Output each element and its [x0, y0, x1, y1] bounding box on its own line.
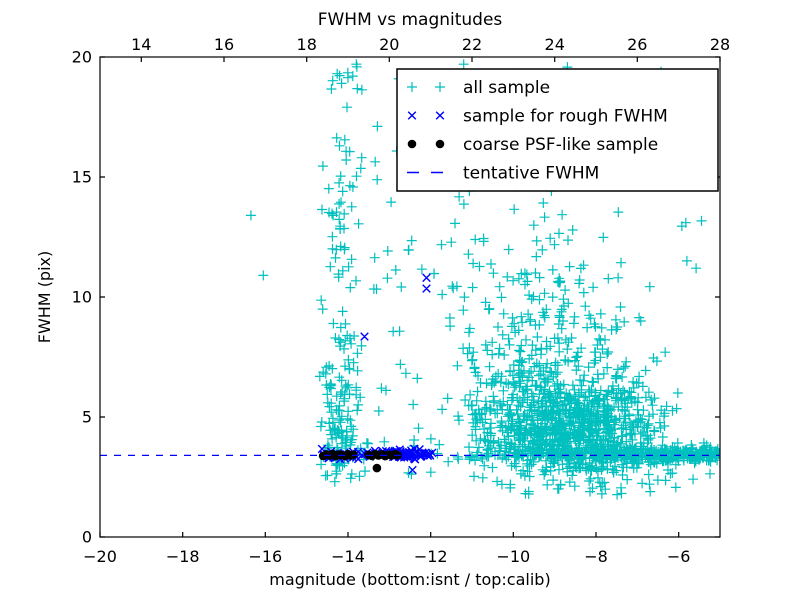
x-bottom-tick-label: −12 [414, 547, 448, 566]
y-tick-label: 0 [82, 528, 92, 547]
psf-dot [349, 450, 358, 460]
legend-entry: sample for rough FWHM [407, 107, 668, 127]
plot-title: FWHM vs magnitudes [318, 10, 503, 30]
y-tick-label: 20 [72, 48, 92, 67]
x-axis-label: magnitude (bottom:isnt / top:calib) [269, 570, 550, 589]
y-tick-label: 10 [72, 288, 92, 307]
legend: all sample sample for rough FWHM coarse PS… [396, 68, 719, 192]
legend-label: tentative FWHM [463, 164, 599, 184]
x-top-tick-label: 22 [462, 35, 482, 54]
x-top-tick-label: 26 [627, 35, 647, 54]
x-bottom-tick-label: −16 [248, 547, 282, 566]
legend-dot-icon [435, 139, 445, 149]
x-top-tick-label: 28 [710, 35, 730, 54]
series-all-sample-points [245, 59, 720, 500]
axes-layer: −20 −18 −16 −14 −12 −10 −8 −6 14 16 18 20 22 24 26 28 0 5… [72, 35, 731, 566]
x-bottom-tick-label: −8 [584, 547, 608, 566]
legend-dot-icon [407, 139, 417, 149]
legend-label: coarse PSF-like sample [463, 135, 658, 155]
legend-entry: coarse PSF-like sample [407, 135, 658, 155]
x-top-tick-label: 14 [131, 35, 151, 54]
scatter-layer [100, 59, 720, 500]
x-bottom-tick-label: −6 [667, 547, 691, 566]
y-tick-label: 5 [82, 408, 92, 427]
x-bottom-tick-label: −14 [331, 547, 365, 566]
x-bottom-tick-label: −10 [496, 547, 530, 566]
legend-label: all sample [463, 78, 550, 98]
legend-entry: all sample [407, 78, 550, 98]
legend-box [396, 68, 719, 192]
series-psf-like-points [318, 449, 402, 473]
legend-plus-icon [407, 82, 445, 92]
x-top-tick-label: 16 [214, 35, 234, 54]
legend-x-icon [407, 111, 445, 120]
y-tick-label: 15 [72, 168, 92, 187]
legend-label: sample for rough FWHM [463, 107, 668, 127]
x-top-tick-label: 20 [379, 35, 399, 54]
x-top-tick-label: 24 [545, 35, 565, 54]
legend-entry: tentative FWHM [407, 164, 599, 184]
psf-dot [372, 463, 382, 473]
x-bottom-tick-label: −18 [166, 547, 200, 566]
x-top-tick-label: 18 [297, 35, 317, 54]
x-bottom-tick-label: −20 [83, 547, 117, 566]
y-axis-label: FWHM (pix) [35, 251, 54, 344]
